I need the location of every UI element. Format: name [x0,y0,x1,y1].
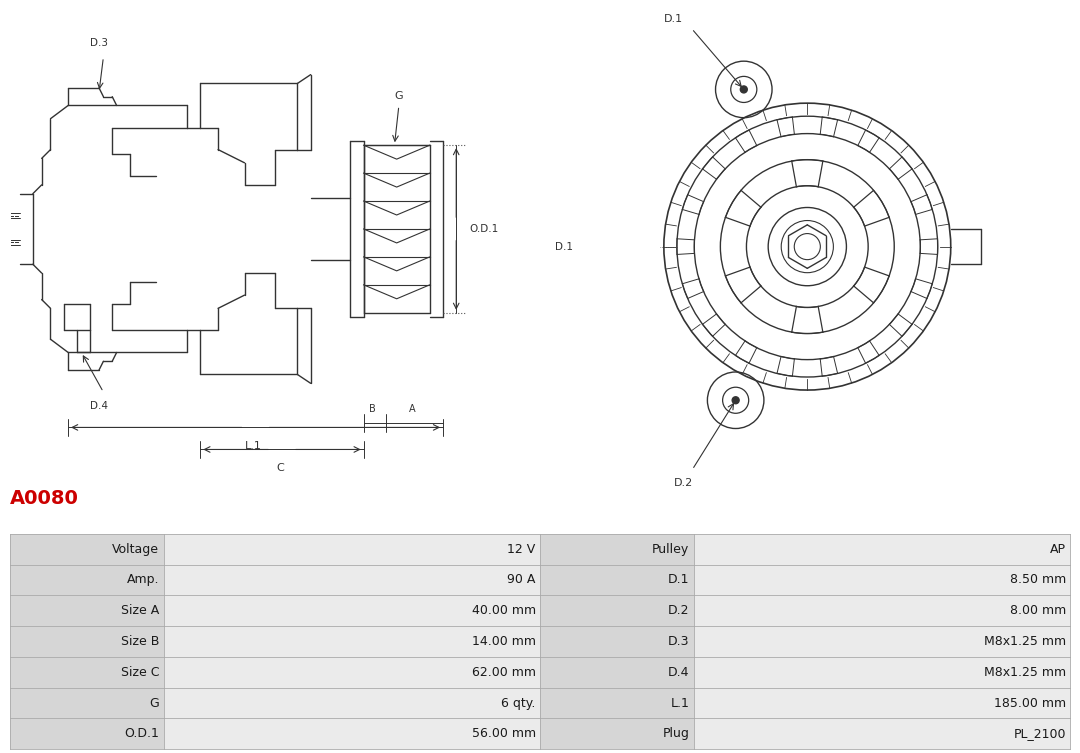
Bar [163,596,540,626]
Bar [693,565,1070,596]
Text: AP: AP [1050,543,1066,556]
Text: Size B: Size B [121,635,159,648]
Text: Size A: Size A [121,604,159,617]
Text: G: G [394,91,403,101]
Bar [540,565,693,596]
Text: D.3: D.3 [667,635,689,648]
Text: Amp.: Amp. [126,574,159,587]
Bar [540,657,693,687]
Bar [163,565,540,596]
Text: D.1: D.1 [555,242,573,252]
Bar [540,626,693,657]
Bar [10,718,163,749]
Text: L.1: L.1 [671,697,689,709]
Bar [10,687,163,718]
Text: D.4: D.4 [90,401,108,411]
Text: 56.00 mm: 56.00 mm [472,727,536,740]
Text: PL_2100: PL_2100 [1013,727,1066,740]
Text: Pulley: Pulley [652,543,689,556]
Bar [10,565,163,596]
Text: O.D.1: O.D.1 [124,727,159,740]
Text: A: A [409,404,416,414]
Text: 8.50 mm: 8.50 mm [1010,574,1066,587]
Bar [163,534,540,565]
Text: Plug: Plug [663,727,689,740]
Text: A0080: A0080 [10,489,79,508]
Circle shape [732,397,739,404]
Text: D.1: D.1 [664,14,683,24]
Bar [163,657,540,687]
Text: D.2: D.2 [667,604,689,617]
Bar [693,596,1070,626]
Text: 90 A: 90 A [508,574,536,587]
Text: 12 V: 12 V [508,543,536,556]
Text: 14.00 mm: 14.00 mm [472,635,536,648]
Text: O.D.1: O.D.1 [470,224,499,234]
Text: 8.00 mm: 8.00 mm [1010,604,1066,617]
Text: C: C [275,462,284,473]
Bar [163,626,540,657]
Bar [540,718,693,749]
Bar [163,718,540,749]
Bar [163,687,540,718]
Bar [540,596,693,626]
Text: D.4: D.4 [667,666,689,678]
Bar [10,534,163,565]
Bar [540,687,693,718]
Bar [10,626,163,657]
Bar [10,596,163,626]
Bar [540,534,693,565]
Text: Size C: Size C [121,666,159,678]
Text: 6 qty.: 6 qty. [501,697,536,709]
Text: D.2: D.2 [674,478,693,489]
Bar [693,687,1070,718]
Text: G: G [149,697,159,709]
Bar [693,626,1070,657]
Text: 62.00 mm: 62.00 mm [472,666,536,678]
Bar [10,657,163,687]
Text: D.3: D.3 [90,38,108,48]
Text: Voltage: Voltage [112,543,159,556]
Text: M8x1.25 mm: M8x1.25 mm [984,635,1066,648]
Text: B: B [369,404,376,414]
Text: 40.00 mm: 40.00 mm [472,604,536,617]
Bar [693,718,1070,749]
Circle shape [740,86,747,93]
Bar [693,657,1070,687]
Text: D.1: D.1 [667,574,689,587]
Text: M8x1.25 mm: M8x1.25 mm [984,666,1066,678]
Text: 185.00 mm: 185.00 mm [994,697,1066,709]
Text: L.1: L.1 [245,441,261,450]
Bar [693,534,1070,565]
